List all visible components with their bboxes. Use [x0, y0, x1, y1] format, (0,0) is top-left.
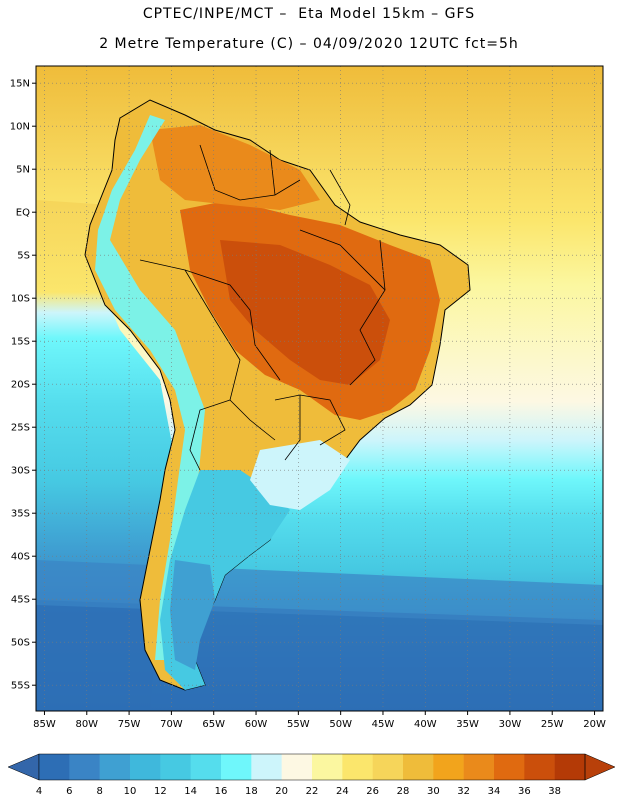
colorbar-level-label: 20 [275, 786, 288, 797]
colorbar: 4 6 8 10 12 14 16 18 20 22 24 26 28 30 32 34 36 38 [7, 753, 616, 797]
colorbar-level-label: 34 [488, 786, 501, 797]
colorbar-level-label: 16 [215, 786, 228, 797]
andes-cold-strip [95, 115, 205, 660]
lon-tick-label: 35W [456, 719, 479, 730]
lon-tick-label: 60W [245, 719, 268, 730]
colorbar-swatch [99, 754, 131, 780]
colorbar-level-label: 10 [124, 786, 137, 797]
colorbar-swatch [554, 754, 586, 780]
lat-lon-grid [36, 66, 603, 711]
colorbar-level-label: 18 [245, 786, 258, 797]
lat-tick-label: 55S [11, 681, 30, 692]
colorbar-swatch [130, 754, 161, 780]
lon-tick-label: 75W [118, 719, 141, 730]
lon-tick-label: 70W [160, 719, 183, 730]
lat-tick-label: 35S [11, 509, 30, 520]
latitude-axis: 15N 10N 5N EQ 5S 10S 15S 20S 25S 30S 35S 40S 45S 50S 5… [10, 79, 36, 692]
colorbar-swatch [342, 754, 373, 780]
colorbar-level-label: 38 [548, 786, 561, 797]
colorbar-swatch [494, 754, 525, 780]
lat-tick-label: 15N [10, 79, 30, 90]
colorbar-level-label: 32 [457, 786, 470, 797]
lat-tick-label: 10S [11, 294, 30, 305]
colorbar-level-label: 4 [36, 786, 42, 797]
longitude-axis: 85W 80W 75W 70W 65W 60W 55W 50W 45W 40W 35W 30W 25W 2… [33, 711, 606, 730]
lon-tick-label: 85W [33, 719, 56, 730]
colorbar-swatch [433, 754, 464, 780]
colorbar-swatch [372, 754, 404, 780]
map-frame [35, 65, 604, 712]
colorbar-level-label: 28 [397, 786, 410, 797]
colorbar-swatch [403, 754, 434, 780]
lat-tick-label: 15S [11, 337, 30, 348]
colorbar-level-label: 6 [66, 786, 72, 797]
lon-tick-label: 20W [583, 719, 606, 730]
lat-tick-label: EQ [16, 208, 30, 219]
lat-tick-label: 5S [17, 251, 30, 262]
lon-tick-label: 45W [372, 719, 395, 730]
lat-tick-label: 20S [11, 380, 30, 391]
colorbar-level-label: 30 [427, 786, 440, 797]
lon-tick-label: 55W [287, 719, 310, 730]
lat-tick-label: 50S [11, 638, 30, 649]
lon-tick-label: 25W [541, 719, 564, 730]
colorbar-level-label: 24 [336, 786, 349, 797]
title-line-1: CPTEC/INPE/MCT – Eta Model 15km – GFS [142, 6, 476, 22]
country-borders [139, 144, 386, 471]
title-line-2: 2 Metre Temperature (C) – 04/09/2020 12U… [99, 36, 519, 52]
map-field [36, 66, 603, 711]
lat-tick-label: 40S [11, 552, 30, 563]
colorbar-swatch [524, 754, 555, 780]
colorbar-swatch [39, 754, 70, 780]
colorbar-swatch [281, 754, 313, 780]
lon-tick-label: 65W [202, 719, 225, 730]
lat-tick-label: 5N [16, 165, 30, 176]
colorbar-level-label: 26 [366, 786, 379, 797]
colorbar-level-label: 8 [96, 786, 102, 797]
colorbar-frame [38, 753, 586, 781]
colorbar-swatch [251, 754, 282, 780]
lat-tick-label: 30S [11, 466, 30, 477]
lon-tick-label: 80W [75, 719, 98, 730]
lon-tick-label: 50W [329, 719, 352, 730]
colorbar-swatch [312, 754, 343, 780]
colorbar-high-arrow [584, 753, 616, 781]
northern-warm-field [150, 125, 320, 210]
colorbar-level-label: 14 [184, 786, 197, 797]
colorbar-swatch [463, 754, 495, 780]
colorbar-swatch [69, 754, 100, 780]
colorbar-swatch [160, 754, 191, 780]
hottest-core-field [220, 240, 390, 385]
colorbar-low-arrow [7, 753, 40, 781]
lon-tick-label: 30W [499, 719, 522, 730]
colorbar-level-label: 22 [306, 786, 319, 797]
colorbar-level-label: 36 [518, 786, 531, 797]
lon-tick-label: 40W [414, 719, 437, 730]
colorbar-swatch [190, 754, 222, 780]
lat-tick-label: 10N [10, 122, 30, 133]
lat-tick-label: 45S [11, 595, 30, 606]
colorbar-swatch [221, 754, 252, 780]
lat-tick-label: 25S [11, 423, 30, 434]
colorbar-level-label: 12 [154, 786, 167, 797]
uruguay-cool-field [250, 440, 350, 510]
patagonia-cold-field [170, 560, 215, 670]
